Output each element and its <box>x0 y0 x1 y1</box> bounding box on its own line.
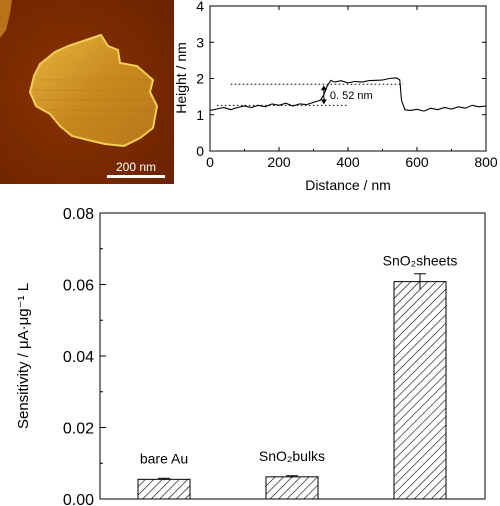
profile-plot-frame <box>209 5 487 152</box>
profile-y-tick-label: 0 <box>196 143 204 159</box>
afm-flake <box>28 33 159 148</box>
afm-topography-image: 200 nm <box>0 0 174 184</box>
profile-x-axis-label: Distance / nm <box>305 177 391 193</box>
step-height-annotation: 0. 52 nm <box>330 90 373 102</box>
bar-y-tick-label: 0.00 <box>63 492 94 506</box>
sensitivity-bar-chart: 0.00 0.02 0.04 0.06 0.08 bare Au SnO₂bulks SnO… <box>15 206 486 506</box>
height-profile-line <box>209 77 487 112</box>
bar-y-tick-label: 0.08 <box>63 206 94 223</box>
bar-y-tick-label: 0.04 <box>63 349 94 366</box>
profile-y-tick-label: 3 <box>196 34 204 50</box>
bar-y-axis-label: Sensitivity / μA·μg⁻¹ L <box>15 283 32 429</box>
bar-y-tick-label: 0.06 <box>63 278 94 295</box>
afm-scan-lines <box>34 79 154 131</box>
bar-y-tick-label: 0.02 <box>63 421 94 438</box>
height-profile-chart: 0 200 400 600 800 0 1 2 3 4 0. 52 nm Distance / n… <box>174 0 498 193</box>
bar-category-label: SnO₂bulks <box>259 448 325 464</box>
profile-y-tick-label: 2 <box>196 71 204 87</box>
profile-y-tick-label: 1 <box>196 107 204 123</box>
bar-plot-frame <box>99 212 486 500</box>
bar-category-label: SnO₂sheets <box>383 253 458 269</box>
profile-x-tick-label: 400 <box>336 154 360 170</box>
profile-x-tick-label: 600 <box>405 154 429 170</box>
bar <box>393 281 447 500</box>
bar <box>265 476 319 500</box>
profile-y-axis-label: Height / nm <box>174 42 189 114</box>
scale-bar-label: 200 nm <box>116 160 156 174</box>
bar <box>137 478 191 500</box>
profile-x-tick-label: 800 <box>474 154 498 170</box>
profile-x-tick-label: 0 <box>206 154 214 170</box>
afm-left-flake-fragment <box>0 0 12 38</box>
arrow-head-up <box>320 85 327 91</box>
profile-x-tick-label: 200 <box>267 154 291 170</box>
arrow-head-down <box>320 99 327 105</box>
profile-y-tick-label: 4 <box>196 0 204 14</box>
bar-category-label: bare Au <box>140 450 188 466</box>
scale-bar <box>107 175 165 178</box>
